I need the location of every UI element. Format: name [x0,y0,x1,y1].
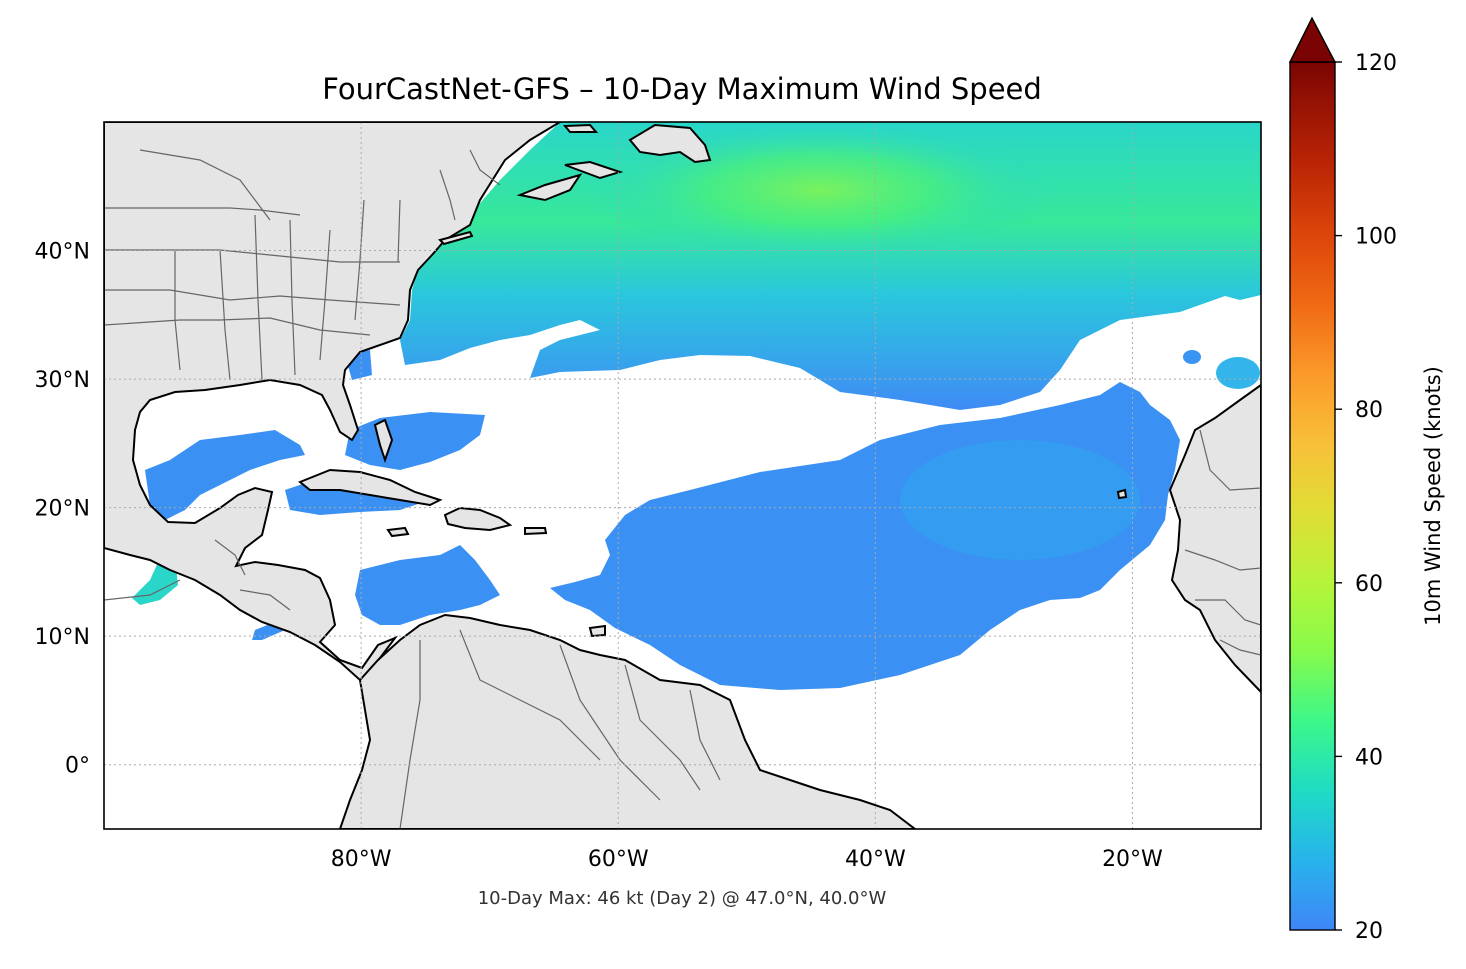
land-north-america [104,122,562,682]
lon-tick-label: 80°W [331,847,392,872]
map-area [104,122,1261,829]
lat-tick-label: 40°N [35,240,90,265]
wind-region-azores [1216,357,1260,389]
colorbar-tick-label: 80 [1355,398,1383,423]
lon-tick-label: 40°W [845,847,906,872]
lat-tick-label: 20°N [35,497,90,522]
land-anticosti [562,123,599,133]
land-nova-scotia [516,173,583,202]
wind-region-tehuantepec [132,558,178,605]
colorbar-gradient [1289,61,1336,931]
land-long-island [438,230,474,246]
colorbar-tick-label: 40 [1355,745,1383,770]
colorbar-extend-arrow [1288,16,1337,63]
wind-region-gulf [145,430,305,520]
land-newfoundland [628,123,712,164]
land-south-america [338,613,917,829]
internal-borders [104,149,1261,829]
land-bahamas [373,418,394,464]
land-africa [1168,383,1261,694]
land-cape-verde [1116,488,1128,500]
map-title: FourCastNet-GFS – 10-Day Maximum Wind Sp… [322,72,1042,106]
longitude-tick-labels: 80°W 60°W 40°W 20°W [331,847,1163,872]
colorbar-tick-label: 120 [1355,51,1397,76]
latitude-tick-labels: 40°N 30°N 20°N 10°N 0° [35,240,90,779]
land-cuba [298,468,443,507]
lon-tick-label: 60°W [588,847,649,872]
land-trinidad [588,624,606,638]
lat-tick-label: 0° [65,754,90,779]
lat-tick-label: 10°N [35,625,90,650]
colorbar: 120 100 80 60 40 20 10m Wind Speed (knots) [1288,16,1445,944]
wind-region-small-patch [1183,350,1201,364]
land-masses [104,122,1261,829]
lon-tick-label: 20°W [1102,847,1163,872]
colorbar-label: 10m Wind Speed (knots) [1421,366,1445,626]
lat-tick-label: 30°N [35,368,90,393]
colorbar-ticks: 120 100 80 60 40 20 [1335,51,1397,944]
colorbar-tick-label: 100 [1355,225,1397,250]
land-jamaica [386,526,410,538]
colorbar-tick-label: 20 [1355,919,1383,944]
map-frame [103,121,1262,830]
land-cape-breton [564,160,624,180]
land-puerto-rico [524,527,548,536]
max-wind-annotation: 10-Day Max: 46 kt (Day 2) @ 47.0°N, 40.0… [478,888,887,909]
wind-region-caribbean [355,545,500,625]
land-hispaniola [443,506,513,532]
colorbar-tick-label: 60 [1355,572,1383,597]
wind-region-trades-core [900,440,1140,560]
